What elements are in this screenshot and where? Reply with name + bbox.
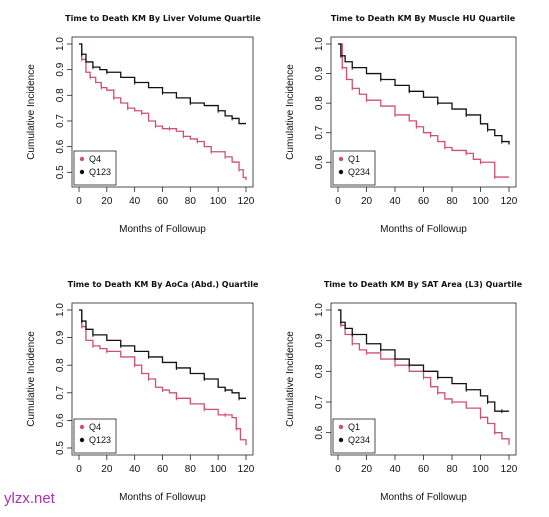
legend-box: [332, 418, 376, 454]
x-tick-label: 60: [157, 464, 169, 475]
y-tick-label: 0.7: [55, 385, 66, 399]
y-axis-label: Cumulative Incidence: [26, 331, 37, 427]
legend-marker-q234: [338, 169, 344, 175]
y-tick-label: 1.0: [55, 37, 66, 51]
legend-marker-q123: [79, 437, 85, 443]
x-tick-label: 40: [389, 464, 401, 475]
km-curve-q4: [79, 309, 247, 446]
chart-title: Time to Death KM By SAT Area (L3) Quarti…: [324, 280, 523, 289]
y-tick-label: 0.5: [55, 441, 66, 455]
y-tick-label: 0.7: [55, 114, 66, 128]
y-tick-label: 0.8: [314, 96, 325, 110]
km-curve-q123: [79, 43, 246, 125]
chart-title: Time to Death KM By Liver Volume Quartil…: [65, 14, 261, 23]
legend-marker-q1: [338, 424, 344, 430]
legend-label: Q4: [89, 154, 101, 164]
y-tick-label: 0.9: [314, 333, 325, 347]
y-tick-label: 0.5: [55, 165, 66, 179]
x-tick-label: 80: [446, 464, 458, 475]
x-tick-label: 20: [361, 464, 373, 475]
km-curve-q123: [79, 309, 246, 399]
y-tick-label: 0.6: [55, 413, 66, 427]
legend-marker-q1: [338, 156, 344, 162]
x-axis-label: Months of Followup: [380, 224, 467, 235]
x-tick-label: 120: [501, 464, 518, 475]
legend-box: [73, 418, 117, 454]
legend-label: Q123: [89, 167, 111, 177]
y-tick-label: 0.8: [55, 358, 66, 372]
legend-box: [332, 150, 376, 186]
y-tick-label: 0.7: [314, 395, 325, 409]
y-axis-label: Cumulative Incidence: [285, 331, 296, 427]
x-axis-label: Months of Followup: [119, 492, 206, 503]
y-tick-label: 0.9: [55, 62, 66, 76]
x-tick-label: 120: [501, 196, 518, 207]
legend-label: Q234: [348, 435, 370, 445]
x-tick-label: 120: [238, 196, 255, 207]
y-tick-label: 0.9: [55, 330, 66, 344]
legend-label: Q1: [348, 154, 360, 164]
y-axis-label: Cumulative Incidence: [26, 64, 37, 160]
chart-panel-sat-area: Time to Death KM By SAT Area (L3) Quarti…: [285, 280, 523, 503]
legend-marker-q4: [79, 424, 85, 430]
y-tick-label: 0.8: [55, 88, 66, 102]
legend-label: Q4: [89, 422, 101, 432]
y-tick-label: 0.7: [314, 125, 325, 139]
y-tick-label: 1.0: [55, 303, 66, 317]
chart-title: Time to Death KM By Muscle HU Quartile: [331, 14, 516, 23]
km-curve-q234: [338, 309, 509, 412]
x-tick-label: 100: [210, 196, 227, 207]
legend-label: Q234: [348, 167, 370, 177]
legend-marker-q4: [79, 156, 85, 162]
y-tick-label: 0.9: [314, 66, 325, 80]
x-tick-label: 80: [446, 196, 458, 207]
x-tick-label: 20: [101, 196, 113, 207]
chart-panel-muscle-hu: Time to Death KM By Muscle HU Quartile 0 2…: [285, 14, 518, 235]
x-tick-label: 80: [185, 464, 197, 475]
legend-marker-q234: [338, 437, 344, 443]
x-tick-label: 100: [210, 464, 227, 475]
y-tick-label: 1.0: [314, 37, 325, 51]
km-curve-q1: [338, 309, 510, 445]
x-tick-label: 40: [389, 196, 401, 207]
km-curve-q1: [338, 43, 509, 178]
x-tick-label: 100: [472, 196, 489, 207]
y-tick-label: 0.6: [314, 155, 325, 169]
x-tick-label: 0: [335, 464, 341, 475]
x-tick-label: 40: [129, 196, 141, 207]
legend-label: Q1: [348, 422, 360, 432]
x-tick-label: 40: [129, 464, 141, 475]
x-tick-label: 60: [418, 464, 430, 475]
km-curve-q234: [338, 43, 510, 145]
x-tick-label: 60: [418, 196, 430, 207]
x-tick-label: 20: [101, 464, 113, 475]
legend-label: Q123: [89, 435, 111, 445]
y-axis-label: Cumulative Incidence: [285, 64, 296, 160]
y-tick-label: 0.6: [55, 139, 66, 153]
legend-box: [73, 150, 117, 186]
chart-title: Time to Death KM By AoCa (Abd.) Quartile: [68, 280, 259, 289]
legend-marker-q123: [79, 169, 85, 175]
y-tick-label: 1.0: [314, 303, 325, 317]
x-tick-label: 0: [76, 196, 82, 207]
chart-panel-liver-volume: Time to Death KM By Liver Volume Quartil…: [26, 14, 261, 235]
x-tick-label: 100: [472, 464, 489, 475]
x-tick-label: 80: [185, 196, 197, 207]
x-axis-label: Months of Followup: [119, 224, 206, 235]
x-tick-label: 0: [76, 464, 82, 475]
y-tick-label: 0.8: [314, 364, 325, 378]
y-tick-label: 0.6: [314, 425, 325, 439]
x-tick-label: 120: [238, 464, 255, 475]
watermark-text: ylzx.net: [4, 490, 55, 507]
x-axis-label: Months of Followup: [380, 492, 467, 503]
chart-panel-aoca: Time to Death KM By AoCa (Abd.) Quartile…: [26, 280, 259, 503]
x-tick-label: 20: [361, 196, 373, 207]
x-tick-label: 0: [335, 196, 341, 207]
x-tick-label: 60: [157, 196, 169, 207]
